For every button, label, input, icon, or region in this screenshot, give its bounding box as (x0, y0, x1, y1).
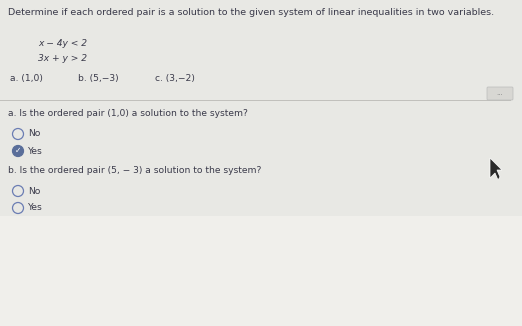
Text: x − 4y < 2: x − 4y < 2 (38, 39, 87, 48)
Text: 3x + y > 2: 3x + y > 2 (38, 54, 87, 63)
Text: b. Is the ordered pair (5, − 3) a solution to the system?: b. Is the ordered pair (5, − 3) a soluti… (8, 166, 262, 175)
Text: Yes: Yes (28, 146, 43, 156)
Circle shape (13, 145, 23, 156)
Text: c. (3,−2): c. (3,−2) (155, 74, 195, 83)
Polygon shape (490, 158, 502, 180)
Text: a. Is the ordered pair (1,0) a solution to the system?: a. Is the ordered pair (1,0) a solution … (8, 109, 248, 118)
Text: No: No (28, 129, 40, 139)
Text: Determine if each ordered pair is a solution to the given system of linear inequ: Determine if each ordered pair is a solu… (8, 8, 494, 17)
Text: ...: ... (496, 90, 503, 96)
Text: No: No (28, 186, 40, 196)
FancyBboxPatch shape (0, 0, 522, 216)
FancyBboxPatch shape (0, 216, 522, 326)
Text: Yes: Yes (28, 203, 43, 213)
Text: b. (5,−3): b. (5,−3) (78, 74, 118, 83)
Text: ✓: ✓ (15, 146, 21, 155)
FancyBboxPatch shape (487, 87, 513, 100)
Text: a. (1,0): a. (1,0) (10, 74, 43, 83)
